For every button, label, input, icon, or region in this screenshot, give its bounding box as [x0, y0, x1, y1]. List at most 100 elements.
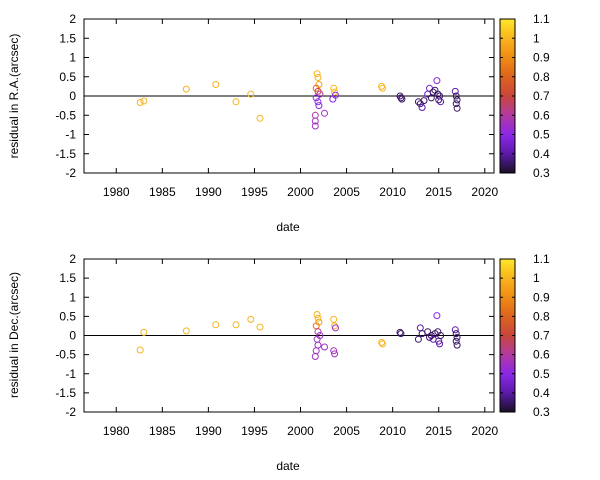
ra-data-point [452, 92, 460, 100]
ra-colorbar-tick-label: 0.7 [533, 89, 550, 103]
dec-x-tick-label: 1990 [195, 424, 222, 438]
ra-colorbar-tick-label: 0.9 [533, 51, 550, 65]
dec-y-tick-label: 1 [69, 290, 76, 304]
ra-data-point [136, 99, 144, 106]
ra-x-axis-label: date [276, 220, 300, 234]
dec-data-point [232, 321, 240, 329]
dec-y-tick-label: -2 [65, 405, 76, 419]
dec-x-tick-label: 2000 [287, 424, 314, 438]
ra-data-point [316, 90, 324, 98]
ra-x-tick-label: 2020 [471, 185, 498, 199]
ra-data-point [321, 109, 328, 117]
ra-y-tick-label: 2 [69, 12, 76, 26]
dec-data-point [414, 335, 422, 343]
ra-data-point [247, 90, 255, 98]
ra-colorbar-tick-label: 0.5 [533, 128, 550, 142]
ra-x-axis: 1980 1985 1990 1995 2000 2005 2010 2015 2020 [103, 19, 498, 199]
ra-y-axis-label: residual in R.A.(arcsec) [7, 34, 21, 159]
ra-x-tick-label: 2000 [287, 185, 314, 199]
dec-y-axis: 2 1.5 1 0.5 0 -0.5 -1 -1.5 -2 [55, 252, 494, 419]
ra-data-point [311, 122, 319, 130]
dec-data-point [436, 340, 444, 348]
ra-data-point [398, 95, 406, 103]
dec-y-tick-label: -0.5 [55, 348, 76, 362]
ra-data-point [182, 85, 190, 93]
dec-data-point [433, 312, 441, 320]
dec-x-tick-label: 1995 [241, 424, 268, 438]
dec-data-point [313, 311, 321, 318]
dec-data-point [453, 341, 461, 349]
dec-data-point [331, 350, 339, 358]
ra-data-point [329, 95, 337, 103]
ra-data-point [433, 77, 441, 85]
dec-colorbar-tick-label: 1 [533, 271, 540, 285]
ra-colorbar-tick-label: 0.8 [533, 70, 550, 84]
dec-colorbar-tick-label: 0.8 [533, 309, 550, 323]
ra-data-point [437, 98, 445, 106]
dec-colorbar-tick-label: 1.1 [533, 252, 550, 266]
dec-data-point [212, 321, 220, 329]
ra-data-point [311, 117, 319, 125]
dec-colorbar-tick-label: 0.4 [533, 386, 550, 400]
dec-data-point [451, 326, 459, 334]
ra-y-tick-label: 0 [69, 89, 76, 103]
ra-x-tick-label: 2010 [379, 185, 406, 199]
dec-data-point [452, 337, 460, 345]
ra-data-point [452, 100, 460, 108]
dec-y-tick-label: 2 [69, 252, 76, 266]
dec-x-tick-label: 2010 [379, 424, 406, 438]
ra-data-point [312, 94, 320, 102]
ra-data-point [451, 87, 459, 95]
ra-colorbar-tick-label: 0.4 [533, 147, 550, 161]
ra-data-point [330, 84, 338, 92]
dec-x-tick-label: 1980 [103, 424, 130, 438]
ra-data-point [429, 88, 437, 96]
dec-data-point [332, 324, 339, 332]
dec-colorbar-tick-label: 0.3 [533, 405, 550, 419]
dec-data-point [256, 323, 264, 331]
dec-y-tick-label: 1.5 [59, 271, 76, 285]
dec-data-point [314, 328, 322, 336]
ra-data-point [418, 104, 426, 111]
ra-data-point [212, 81, 220, 88]
ra-y-tick-label: 1 [69, 51, 76, 65]
ra-x-tick-label: 2015 [425, 185, 452, 199]
ra-data-point [313, 70, 321, 78]
dec-data-point [314, 314, 322, 322]
dec-y-tick-label: -1.5 [55, 386, 76, 400]
ra-y-tick-label: -1 [65, 128, 76, 142]
dec-data-point [378, 338, 386, 346]
ra-y-axis: 2 1.5 1 0.5 0 -0.5 -1 -1.5 -2 [55, 12, 494, 180]
dec-data-point [427, 332, 435, 339]
dec-data-point [321, 343, 328, 351]
dec-x-axis-label: date [276, 459, 300, 473]
dec-data-point [140, 328, 148, 336]
dec-data-point [247, 315, 255, 323]
dec-colorbar-tick-label: 0.9 [533, 290, 550, 304]
dec-x-tick-label: 1985 [149, 424, 176, 438]
ra-y-tick-label: -1.5 [55, 147, 76, 161]
ra-data-point [453, 96, 461, 104]
ra-data-point [420, 97, 428, 105]
dec-x-tick-label: 2020 [471, 424, 498, 438]
ra-y-tick-label: 1.5 [59, 31, 76, 45]
dec-y-tick-label: -1 [65, 367, 76, 381]
ra-y-tick-label: -0.5 [55, 108, 76, 122]
ra-data-point [331, 88, 339, 96]
dec-residual-panel: 2 1.5 1 0.5 0 -0.5 -1 -1.5 -2 1980 1985 1990 1995 20… [7, 252, 550, 473]
ra-colorbar-tick-label: 1.1 [533, 12, 550, 26]
dec-data-point [453, 333, 461, 341]
dec-data-point [136, 346, 144, 354]
dec-x-tick-label: 2015 [425, 424, 452, 438]
dec-data-point [182, 327, 190, 335]
ra-x-tick-label: 1995 [241, 185, 268, 199]
ra-data-point [379, 84, 386, 92]
dec-data-point [330, 347, 338, 355]
ra-data-point [314, 98, 322, 106]
dec-colorbar: 1.1 1 0.9 0.8 0.7 0.6 0.5 0.4 0.3 [499, 252, 550, 419]
dec-data-point [397, 330, 405, 338]
ra-y-tick-label: 0.5 [59, 70, 76, 84]
ra-data-point [232, 98, 240, 106]
dec-y-tick-label: 0.5 [59, 309, 76, 323]
